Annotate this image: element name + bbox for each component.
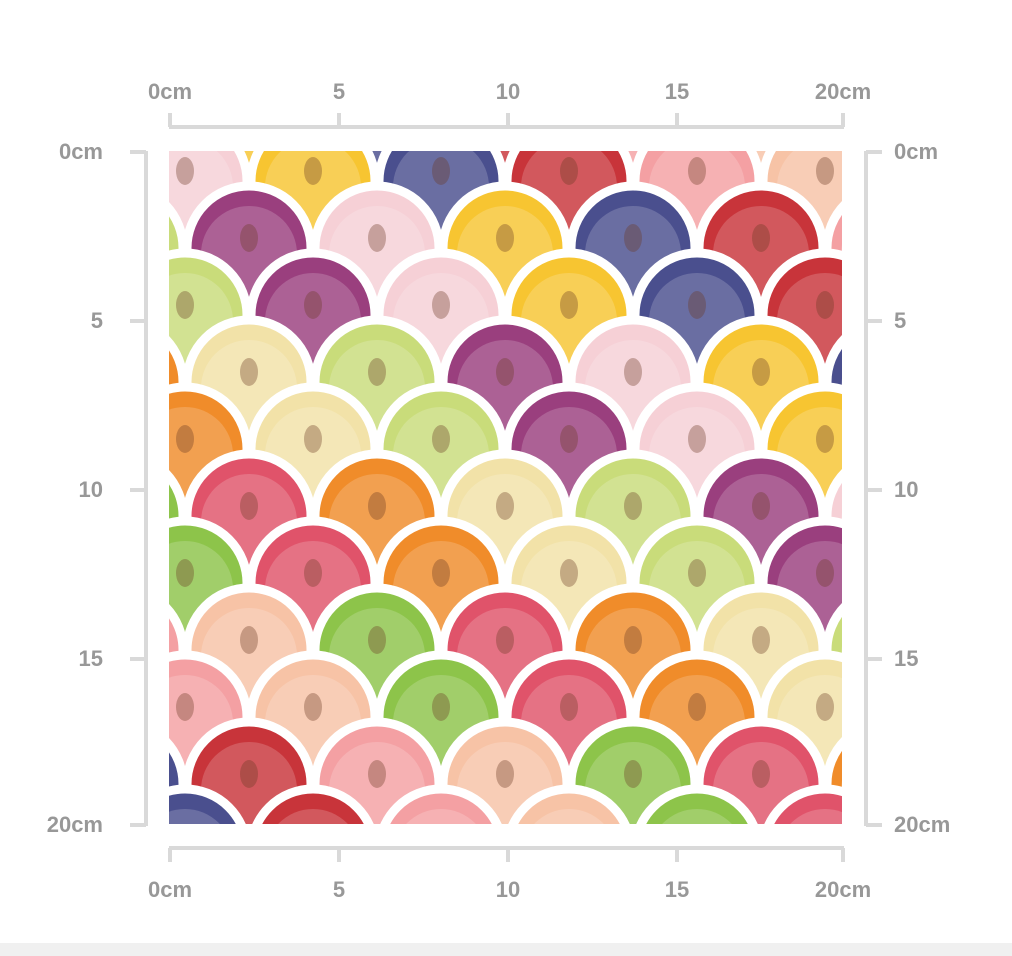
ruler-tick — [506, 848, 510, 862]
ruler-label: 5 — [332, 79, 346, 104]
ruler-line — [169, 125, 844, 129]
fruit-scale — [169, 784, 246, 824]
ruler-label: 5 — [894, 308, 907, 333]
fruit-scale — [380, 784, 502, 824]
ruler-label: 20cm — [894, 812, 951, 837]
ruler-tick — [168, 113, 172, 127]
fruit-scale — [508, 784, 630, 824]
fruit-scale-pattern — [169, 151, 842, 824]
ruler-label: 0cm — [147, 79, 193, 104]
ruler-label: 20cm — [814, 79, 872, 104]
ruler-line — [144, 151, 148, 826]
fruit-scale — [758, 248, 842, 382]
ruler-label: 10 — [78, 477, 103, 502]
ruler-tick — [506, 113, 510, 127]
ruler-label: 10 — [894, 477, 919, 502]
footer-strip — [0, 943, 1012, 956]
ruler-label: 15 — [894, 646, 919, 671]
ruler-tick — [866, 657, 882, 661]
ruler-label: 15 — [78, 646, 103, 671]
ruler-label: 0cm — [58, 139, 103, 164]
ruler-label: 0cm — [894, 139, 939, 164]
ruler-label: 10 — [495, 877, 521, 902]
ruler-label: 0cm — [147, 877, 193, 902]
ruler-tick — [130, 488, 146, 492]
ruler-tick — [675, 113, 679, 127]
ruler-tick — [841, 848, 845, 862]
ruler-label: 15 — [664, 79, 690, 104]
ruler-tick — [866, 823, 882, 827]
ruler-label: 10 — [495, 79, 521, 104]
ruler-tick — [337, 113, 341, 127]
ruler-tick — [168, 848, 172, 862]
ruler-tick — [130, 319, 146, 323]
ruler-tick — [130, 150, 146, 154]
ruler-label: 5 — [332, 877, 346, 902]
ruler-label: 5 — [90, 308, 103, 333]
ruler-tick — [841, 113, 845, 127]
ruler-label: 20cm — [814, 877, 872, 902]
ruler-tick — [130, 823, 146, 827]
ruler-tick — [337, 848, 341, 862]
ruler-label: 15 — [664, 877, 690, 902]
ruler-tick — [130, 657, 146, 661]
ruler-label: 20cm — [46, 812, 103, 837]
fabric-pattern-preview — [169, 151, 842, 824]
ruler-tick — [675, 848, 679, 862]
ruler-tick — [866, 319, 882, 323]
ruler-tick — [866, 488, 882, 492]
fruit-scale — [764, 784, 842, 824]
ruler-tick — [866, 150, 882, 154]
fruit-scale — [636, 784, 758, 824]
fruit-scale — [252, 784, 374, 824]
